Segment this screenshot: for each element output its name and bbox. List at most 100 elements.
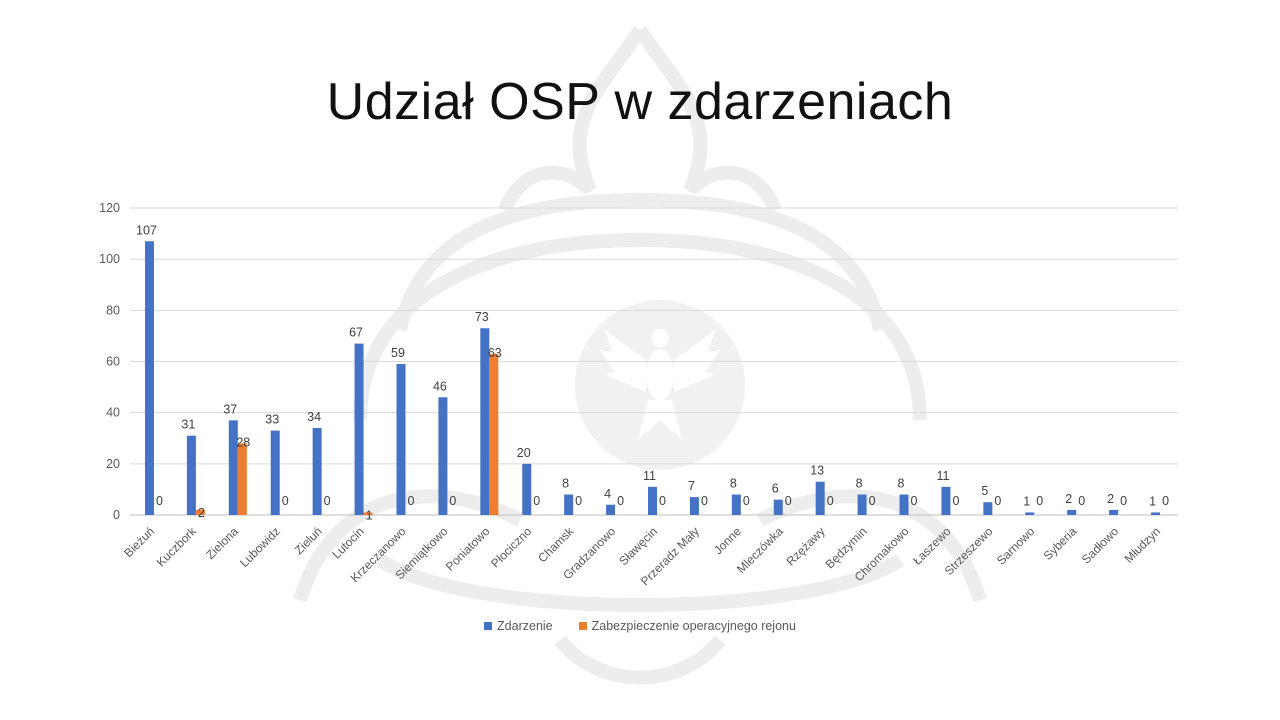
data-label: 0 <box>952 494 959 508</box>
data-label: 59 <box>391 346 405 360</box>
bar-zdarzenie <box>983 502 993 515</box>
x-tick-label: Sadłowo <box>1079 524 1122 567</box>
bar-zdarzenie <box>480 328 490 515</box>
data-label: 0 <box>1162 494 1169 508</box>
data-label: 0 <box>827 494 834 508</box>
bar-zdarzenie <box>1067 509 1077 515</box>
data-label: 1 <box>366 508 373 522</box>
data-label: 0 <box>408 494 415 508</box>
data-label: 8 <box>730 477 737 491</box>
data-label: 34 <box>307 410 321 424</box>
data-label: 8 <box>898 477 905 491</box>
y-tick-label: 60 <box>106 355 120 369</box>
bar-zdarzenie <box>354 343 364 515</box>
data-label: 2 <box>1065 492 1072 506</box>
x-tick-label: Sarnowo <box>994 524 1038 568</box>
legend-item-zdarzenie: Zdarzenie <box>484 619 553 633</box>
data-label: 2 <box>1107 492 1114 506</box>
legend-swatch-zabezpieczenie <box>578 622 587 630</box>
data-label: 13 <box>810 464 824 478</box>
bar-zdarzenie <box>270 430 280 515</box>
y-tick-label: 100 <box>99 252 120 266</box>
x-tick-label: Zielona <box>203 524 241 562</box>
y-tick-label: 0 <box>113 508 120 522</box>
data-label: 107 <box>136 223 157 237</box>
data-label: 0 <box>785 494 792 508</box>
bar-zdarzenie <box>228 420 238 515</box>
bar-zdarzenie <box>899 494 909 515</box>
data-label: 11 <box>936 469 949 483</box>
data-label: 1 <box>1149 494 1156 508</box>
bar-zabezpieczenie <box>363 512 373 515</box>
x-tick-label: Lubowidz <box>237 524 283 570</box>
data-label: 0 <box>575 494 582 508</box>
legend-label-zdarzenie: Zdarzenie <box>497 619 553 633</box>
bar-zdarzenie <box>941 486 951 515</box>
bar-zdarzenie <box>1151 512 1161 515</box>
data-label: 37 <box>223 402 237 416</box>
data-label: 0 <box>701 494 708 508</box>
data-label: 0 <box>911 494 918 508</box>
x-tick-label: Bieżuń <box>121 524 157 560</box>
bar-zdarzenie <box>648 486 657 515</box>
x-tick-label: Mleczówka <box>734 524 786 576</box>
x-tick-label: Zieluń <box>292 524 325 557</box>
data-label: 63 <box>488 346 502 360</box>
x-tick-label: Lutocin <box>329 524 366 561</box>
data-label: 2 <box>198 506 205 520</box>
bar-zdarzenie <box>773 499 783 515</box>
bar-zdarzenie <box>564 494 574 515</box>
bar-zdarzenie <box>396 364 406 515</box>
bar-zabezpieczenie <box>489 353 499 515</box>
legend-swatch-zdarzenie <box>484 622 493 630</box>
x-tick-label: Płociczno <box>488 524 534 570</box>
bar-zdarzenie <box>857 494 867 515</box>
bar-zdarzenie <box>1109 509 1119 515</box>
x-tick-label: Kuczbork <box>154 524 200 570</box>
data-label: 0 <box>449 494 456 508</box>
data-label: 0 <box>869 494 876 508</box>
bar-zdarzenie <box>731 494 741 515</box>
bar-zdarzenie <box>815 481 825 515</box>
data-label: 8 <box>856 477 863 491</box>
bar-zdarzenie <box>689 497 699 515</box>
bar-zdarzenie <box>186 435 196 515</box>
bar-zdarzenie <box>606 504 616 515</box>
data-label: 0 <box>994 494 1001 508</box>
data-label: 0 <box>659 494 666 508</box>
data-label: 11 <box>643 469 656 483</box>
data-label: 1 <box>1023 494 1030 508</box>
slide-title: Udział OSP w zdarzeniach <box>326 73 954 131</box>
bar-zdarzenie <box>438 397 448 515</box>
x-tick-label: Poniatowo <box>443 524 493 574</box>
data-label: 6 <box>772 482 779 496</box>
y-tick-label: 80 <box>106 303 120 317</box>
bar-zdarzenie <box>522 463 532 515</box>
x-tick-label: Łaszewo <box>910 524 954 568</box>
x-tick-label: Młudzyn <box>1122 524 1163 565</box>
legend-label-zabezpieczenie: Zabezpieczenie operacyjnego rejonu <box>591 619 796 633</box>
data-label: 7 <box>688 479 695 493</box>
data-label: 28 <box>236 435 250 449</box>
data-label: 0 <box>617 494 624 508</box>
x-tick-label: Chamsk <box>535 524 577 566</box>
bar-zdarzenie <box>1025 512 1035 515</box>
y-tick-label: 40 <box>106 406 120 420</box>
data-label: 8 <box>562 477 569 491</box>
x-tick-label: Rzężawy <box>783 524 827 568</box>
data-label: 31 <box>181 418 195 432</box>
data-label: 0 <box>1078 494 1085 508</box>
data-label: 33 <box>265 413 279 427</box>
chart-legend: Zdarzenie Zabezpieczenie operacyjnego re… <box>0 619 1280 633</box>
data-label: 0 <box>1120 494 1127 508</box>
data-label: 0 <box>743 494 750 508</box>
data-label: 0 <box>533 494 540 508</box>
data-label: 67 <box>349 326 363 340</box>
y-tick-label: 120 <box>99 201 120 215</box>
data-label: 0 <box>156 494 163 508</box>
data-label: 73 <box>475 310 489 324</box>
data-label: 0 <box>324 494 331 508</box>
bar-zdarzenie <box>312 428 322 515</box>
